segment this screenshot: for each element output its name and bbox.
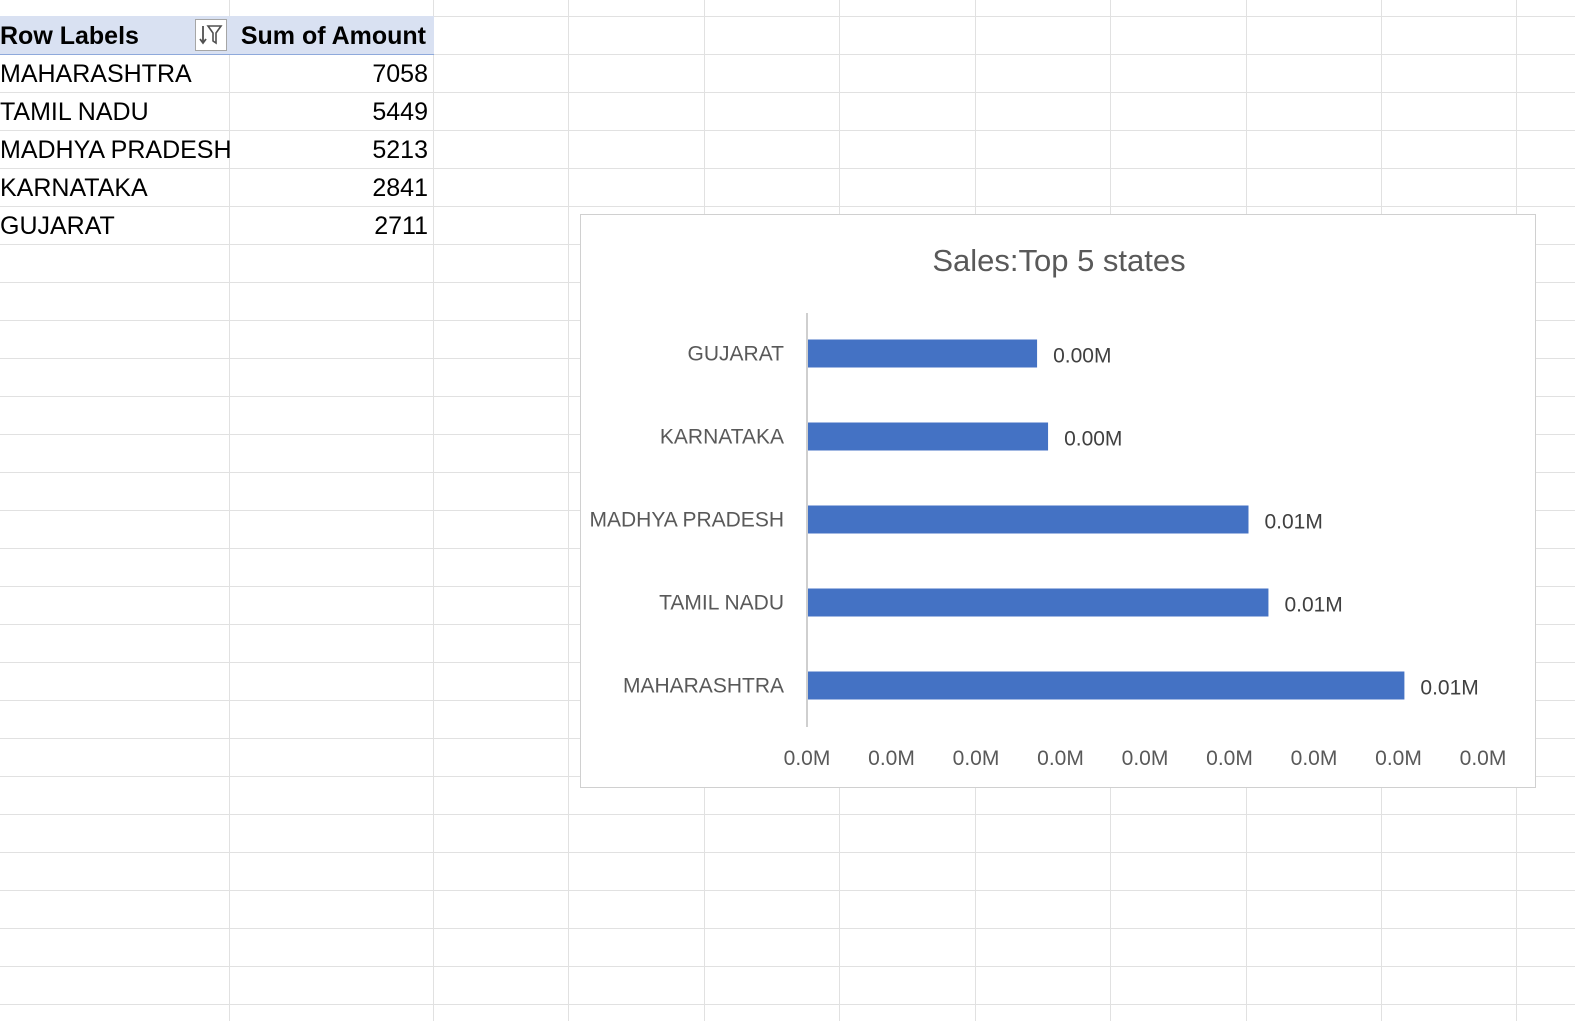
bar[interactable] [808,671,1405,700]
sort-filter-icon[interactable] [195,19,227,51]
pivot-row-value: 7058 [372,60,428,88]
bar[interactable] [808,422,1049,451]
pivot-row-value: 2711 [374,212,428,240]
data-label: 0.00M [1064,428,1122,451]
x-tick-label: 0.0M [868,747,915,770]
x-tick-label: 0.0M [784,747,831,770]
x-tick-label: 0.0M [1122,747,1169,770]
bar[interactable] [808,505,1249,534]
data-label: 0.01M [1420,677,1478,700]
pivot-row-value: 5213 [372,136,428,164]
pivot-row-value: 2841 [372,174,428,202]
bar-chart[interactable]: Sales:Top 5 states GUJARAT 0.00M KARNATAKA… [580,214,1536,788]
x-tick-label: 0.0M [1206,747,1253,770]
x-tick-label: 0.0M [953,747,1000,770]
pivot-row-label: MADHYA PRADESH [0,136,232,164]
pivot-header-row: Row Labels Sum of Amount [0,16,434,55]
row-labels-header[interactable]: Row Labels [0,22,139,50]
bar[interactable] [808,339,1038,368]
x-tick-label: 0.0M [1037,747,1084,770]
category-label: TAMIL NADU [659,592,784,615]
pivot-row[interactable]: MADHYA PRADESH 5213 [0,130,434,168]
pivot-row[interactable]: KARNATAKA 2841 [0,168,434,206]
pivot-row-label: MAHARASHTRA [0,60,192,88]
category-label: GUJARAT [688,343,785,366]
data-label: 0.01M [1284,594,1342,617]
sum-of-amount-header[interactable]: Sum of Amount [240,22,426,50]
pivot-row[interactable]: TAMIL NADU 5449 [0,92,434,130]
chart-title[interactable]: Sales:Top 5 states [932,243,1185,278]
x-tick-label: 0.0M [1375,747,1422,770]
data-label: 0.00M [1053,345,1111,368]
chart-canvas: Sales:Top 5 states GUJARAT 0.00M KARNATAKA… [590,243,1507,770]
pivot-row-label: GUJARAT [0,212,115,240]
pivot-row-value: 5449 [372,98,428,126]
pivot-row[interactable]: MAHARASHTRA 7058 [0,54,434,92]
category-label: MAHARASHTRA [623,675,784,698]
category-label: KARNATAKA [660,426,784,449]
pivot-row-label: KARNATAKA [0,174,148,202]
pivot-row[interactable]: GUJARAT 2711 [0,206,434,244]
x-tick-label: 0.0M [1291,747,1338,770]
bar[interactable] [808,588,1269,617]
category-label: MADHYA PRADESH [590,509,785,532]
pivot-row-label: TAMIL NADU [0,98,149,126]
data-label: 0.01M [1264,511,1322,534]
x-tick-label: 0.0M [1460,747,1507,770]
